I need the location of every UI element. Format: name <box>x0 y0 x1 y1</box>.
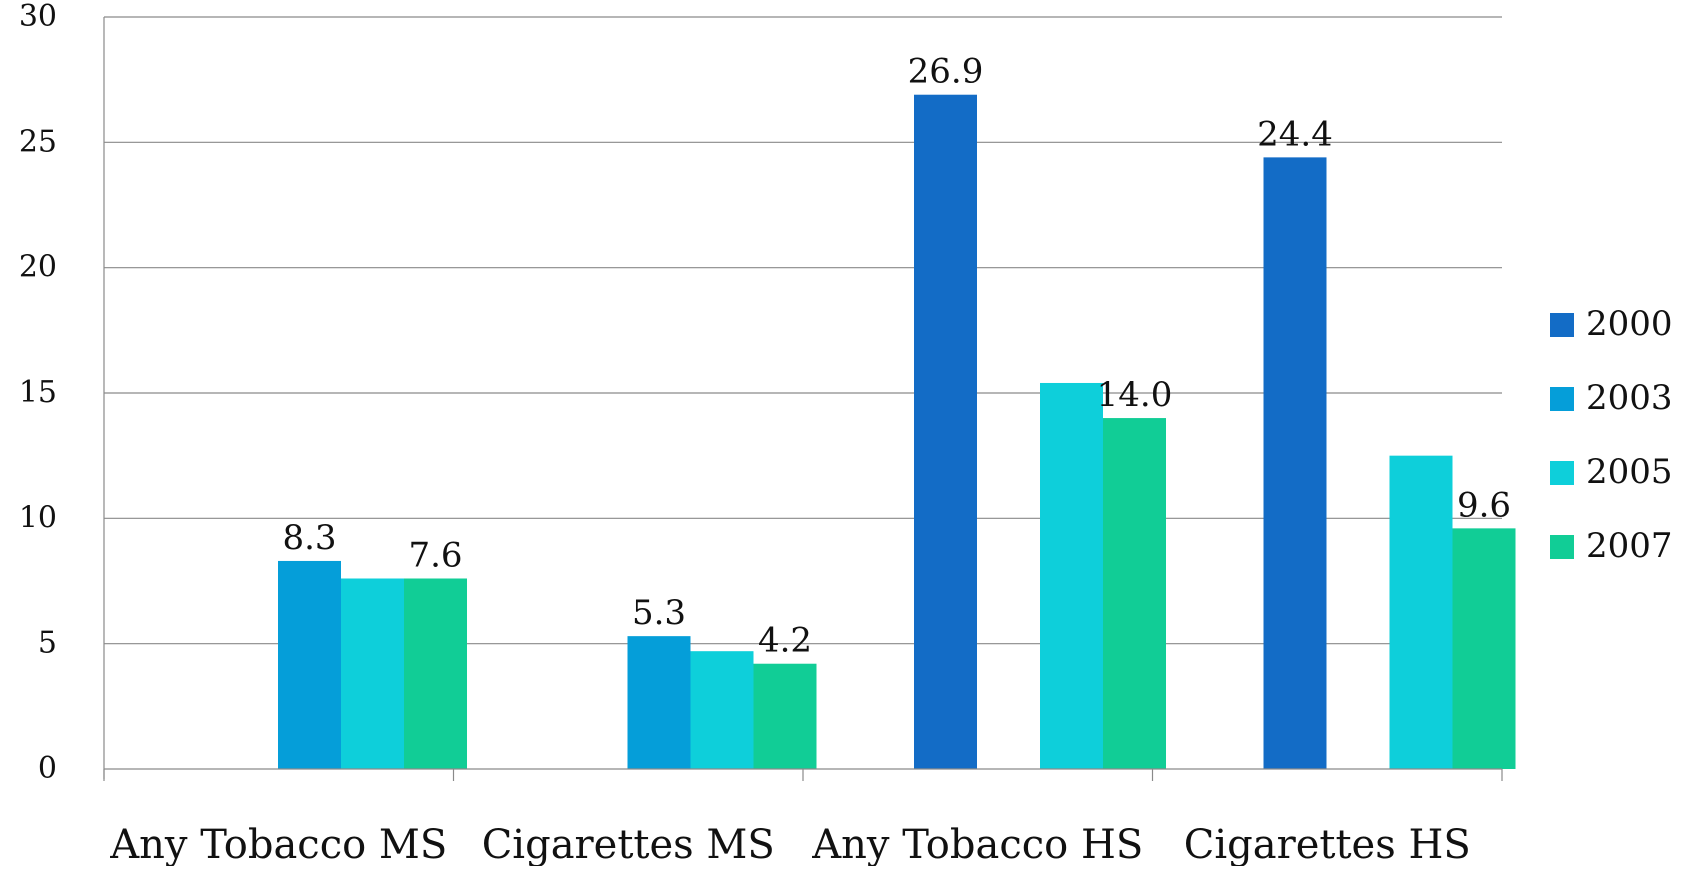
legend-swatch-2007 <box>1550 535 1574 559</box>
legend: 2000 2003 2005 2007 <box>1550 304 1673 566</box>
legend-swatch-2005 <box>1550 461 1574 485</box>
bar-2007 <box>1452 528 1516 769</box>
axes: 0 5 10 15 20 25 30 Any Tobacco MS Cigarettes MS A… <box>19 0 1503 868</box>
data-label: 4.2 <box>758 621 812 661</box>
data-label: 14.0 <box>1097 375 1173 415</box>
bar-2003 <box>627 636 691 769</box>
bar-2005 <box>1389 455 1453 769</box>
data-label: 8.3 <box>282 518 336 558</box>
bar-2000 <box>1263 157 1327 769</box>
y-tick-label: 25 <box>19 124 57 159</box>
y-tick-label: 15 <box>19 375 57 410</box>
data-label: 26.9 <box>908 52 984 92</box>
data-labels: 26.9 24.4 8.3 5.3 7.6 4.2 14.0 9.6 <box>282 52 1511 661</box>
x-category-label: Any Tobacco HS <box>811 822 1143 866</box>
bar-2000 <box>914 94 977 769</box>
x-category-label: Any Tobacco MS <box>109 822 447 866</box>
bars <box>278 94 1516 769</box>
y-tick-label: 0 <box>38 751 57 786</box>
bar-2005 <box>341 578 404 769</box>
legend-label: 2007 <box>1586 526 1673 566</box>
legend-swatch-2003 <box>1550 387 1574 411</box>
bar-2007 <box>1103 418 1166 769</box>
x-category-label: Cigarettes MS <box>482 822 775 866</box>
legend-swatch-2000 <box>1550 313 1574 337</box>
bar-2005 <box>1040 382 1103 769</box>
bar-2007 <box>753 663 817 769</box>
bar-2007 <box>404 578 467 769</box>
y-tick-label: 30 <box>19 0 57 34</box>
data-label: 7.6 <box>408 535 462 575</box>
x-category-label: Cigarettes HS <box>1184 822 1471 866</box>
y-tick-label: 20 <box>19 250 57 285</box>
data-label: 5.3 <box>632 593 686 633</box>
data-label: 9.6 <box>1457 485 1511 525</box>
y-tick-label: 5 <box>38 626 57 661</box>
legend-label: 2005 <box>1586 452 1673 492</box>
bar-2003 <box>278 560 341 769</box>
bar-2005 <box>690 651 754 769</box>
legend-label: 2003 <box>1586 378 1673 418</box>
data-label: 24.4 <box>1257 114 1333 154</box>
legend-label: 2000 <box>1586 304 1673 344</box>
y-tick-label: 10 <box>19 500 57 535</box>
